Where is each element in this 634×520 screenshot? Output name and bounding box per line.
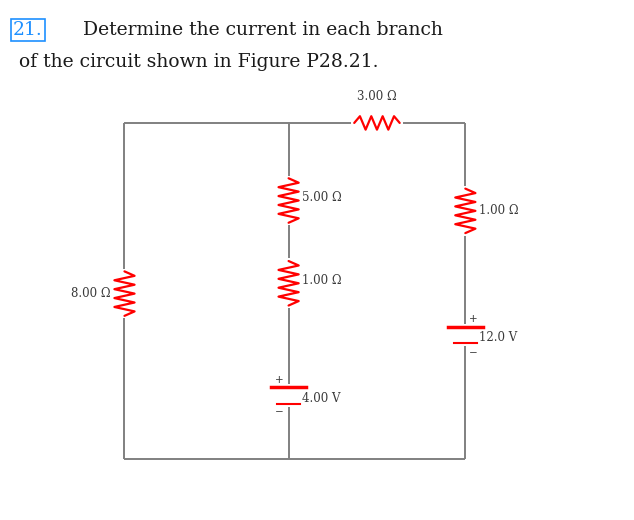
Text: Determine the current in each branch: Determine the current in each branch bbox=[84, 21, 443, 39]
Text: 4.00 V: 4.00 V bbox=[302, 392, 341, 405]
Text: 8.00 Ω: 8.00 Ω bbox=[71, 287, 110, 300]
Text: of the circuit shown in Figure P28.21.: of the circuit shown in Figure P28.21. bbox=[19, 53, 378, 71]
Text: 21.: 21. bbox=[13, 21, 42, 39]
Text: +: + bbox=[275, 375, 283, 385]
Text: −: − bbox=[469, 348, 477, 358]
Text: 5.00 Ω: 5.00 Ω bbox=[302, 191, 342, 204]
Text: 1.00 Ω: 1.00 Ω bbox=[302, 274, 342, 287]
Text: 3.00 Ω: 3.00 Ω bbox=[357, 90, 397, 103]
Text: +: + bbox=[469, 315, 477, 324]
Text: −: − bbox=[275, 407, 283, 417]
Text: 12.0 V: 12.0 V bbox=[479, 331, 517, 344]
Text: 1.00 Ω: 1.00 Ω bbox=[479, 204, 519, 217]
